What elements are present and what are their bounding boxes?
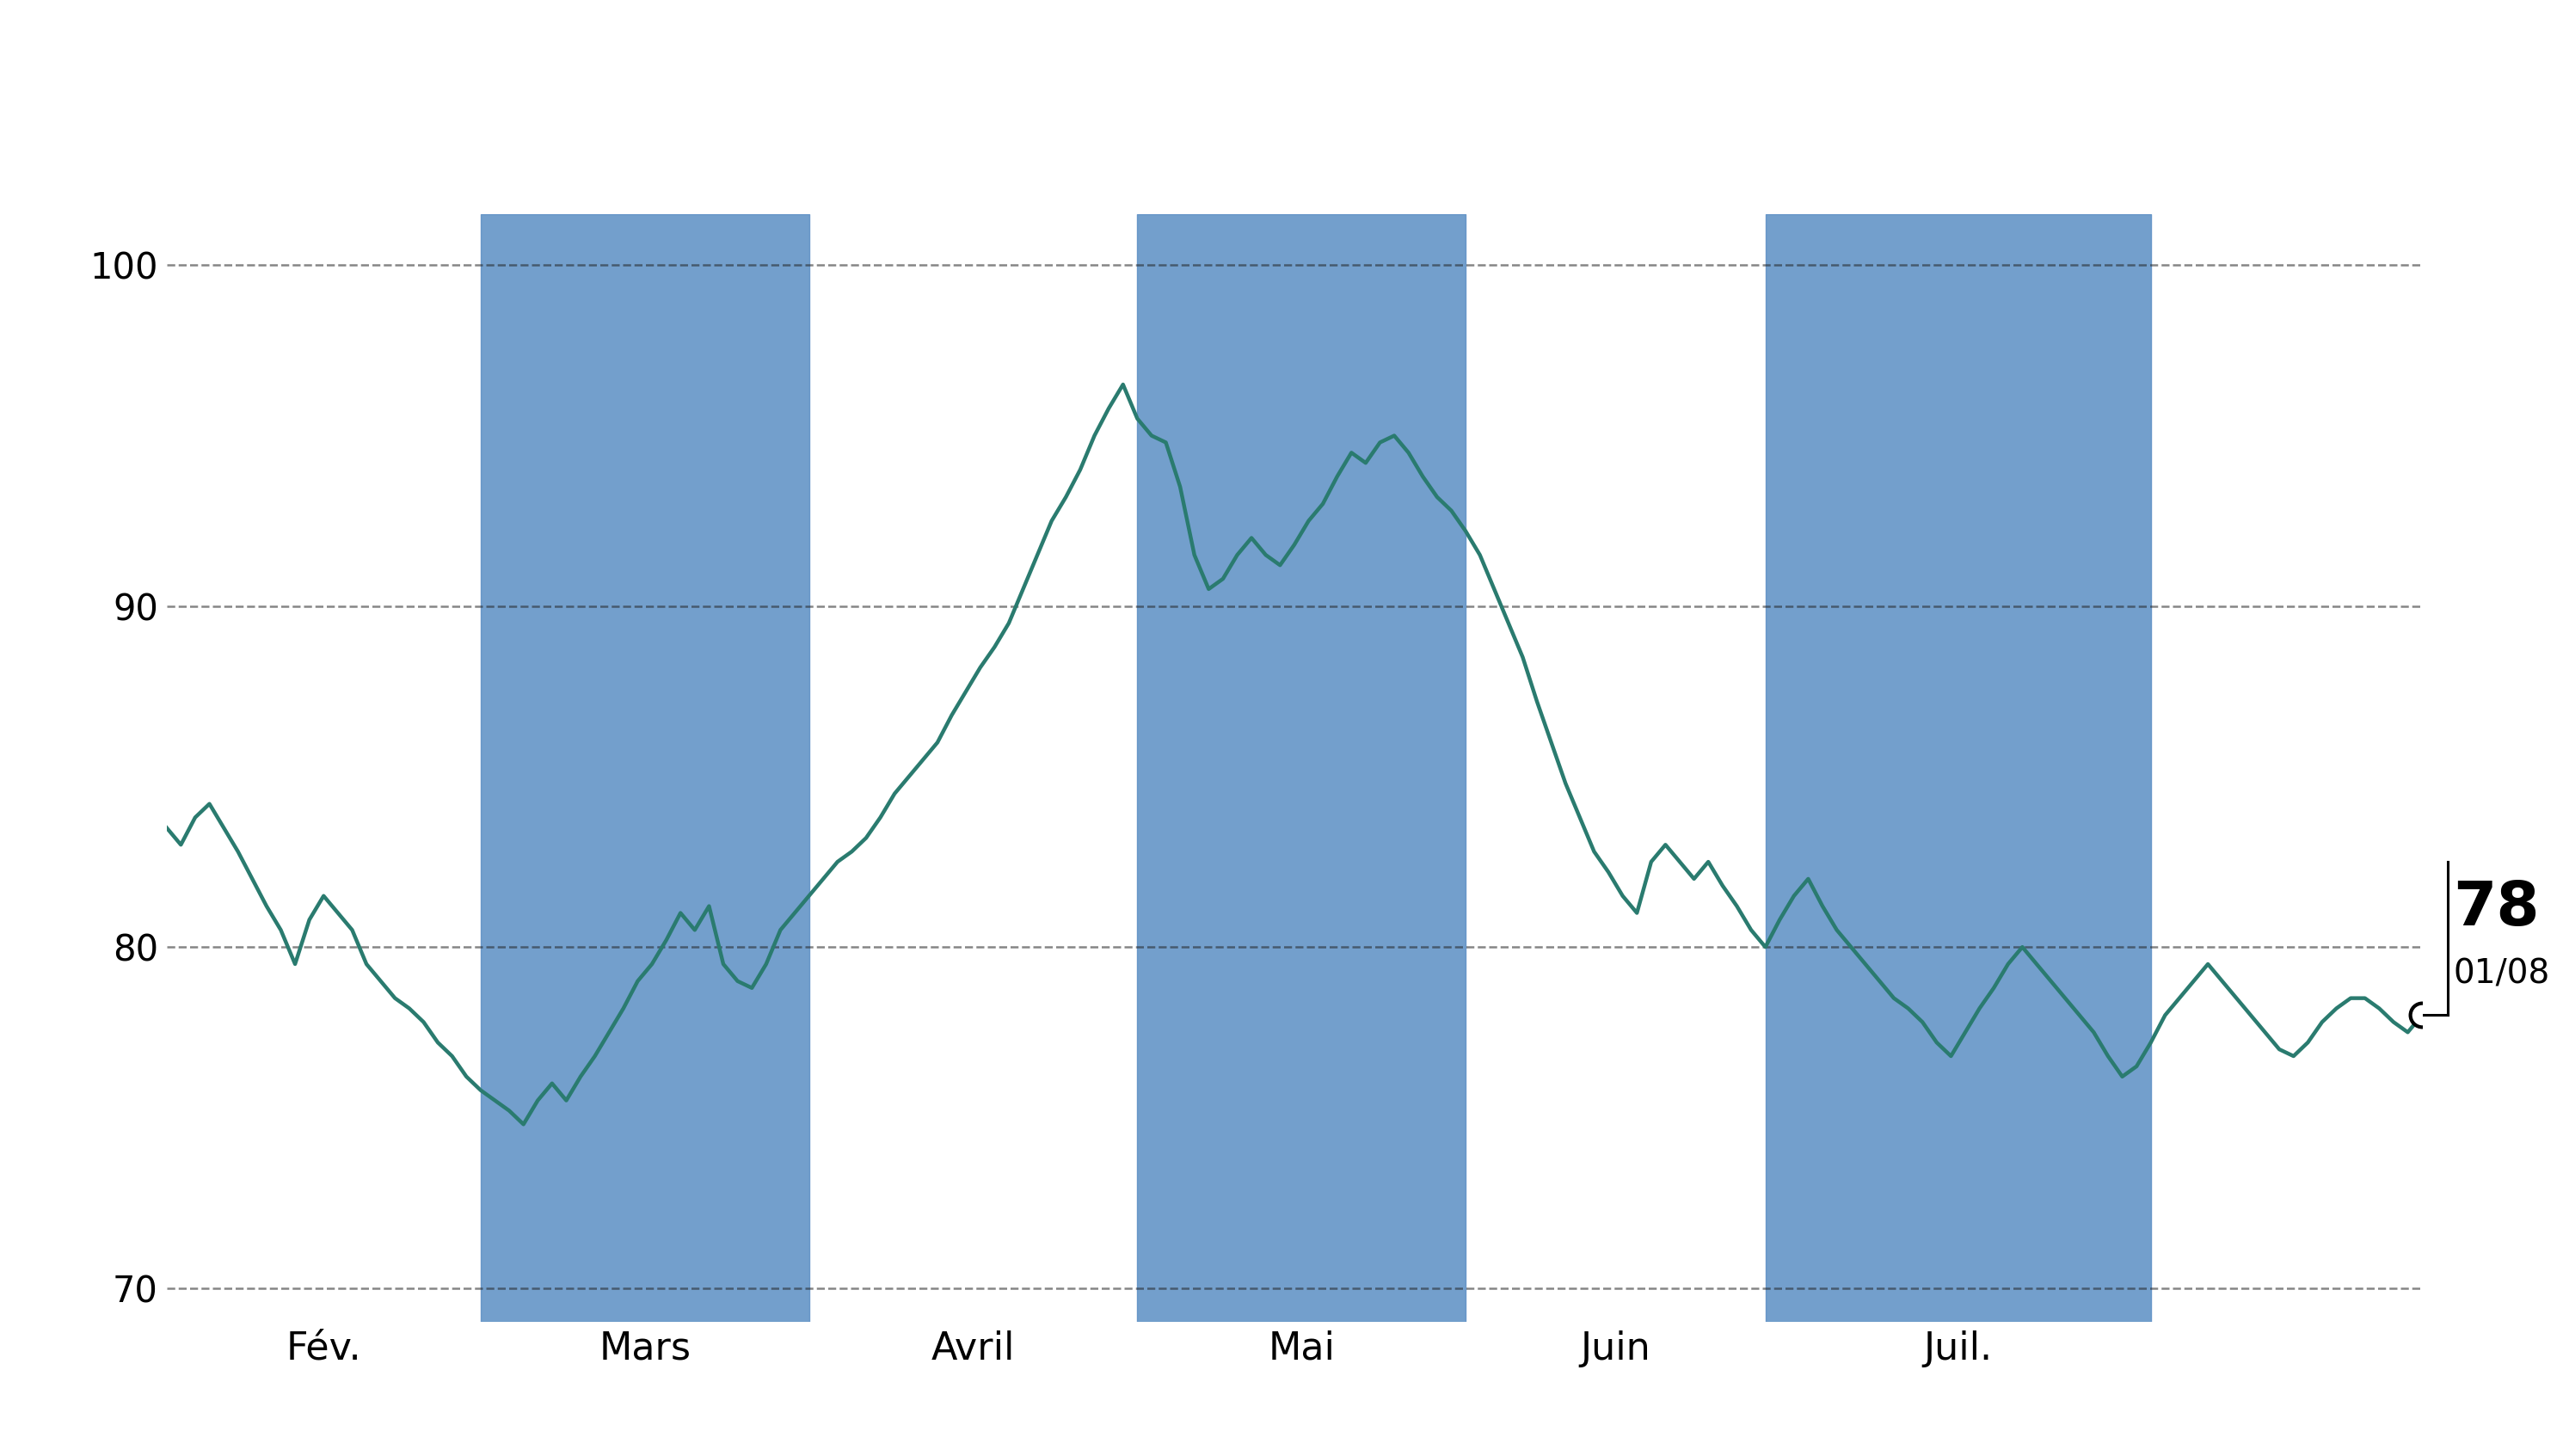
Text: 01/08: 01/08 xyxy=(2453,958,2550,990)
Bar xyxy=(1138,214,1466,1322)
Text: CRCAM ATL.VEND.CCI: CRCAM ATL.VEND.CCI xyxy=(761,42,1802,125)
Text: 78: 78 xyxy=(2453,879,2540,938)
Bar xyxy=(1766,214,2150,1322)
Bar xyxy=(482,214,810,1322)
